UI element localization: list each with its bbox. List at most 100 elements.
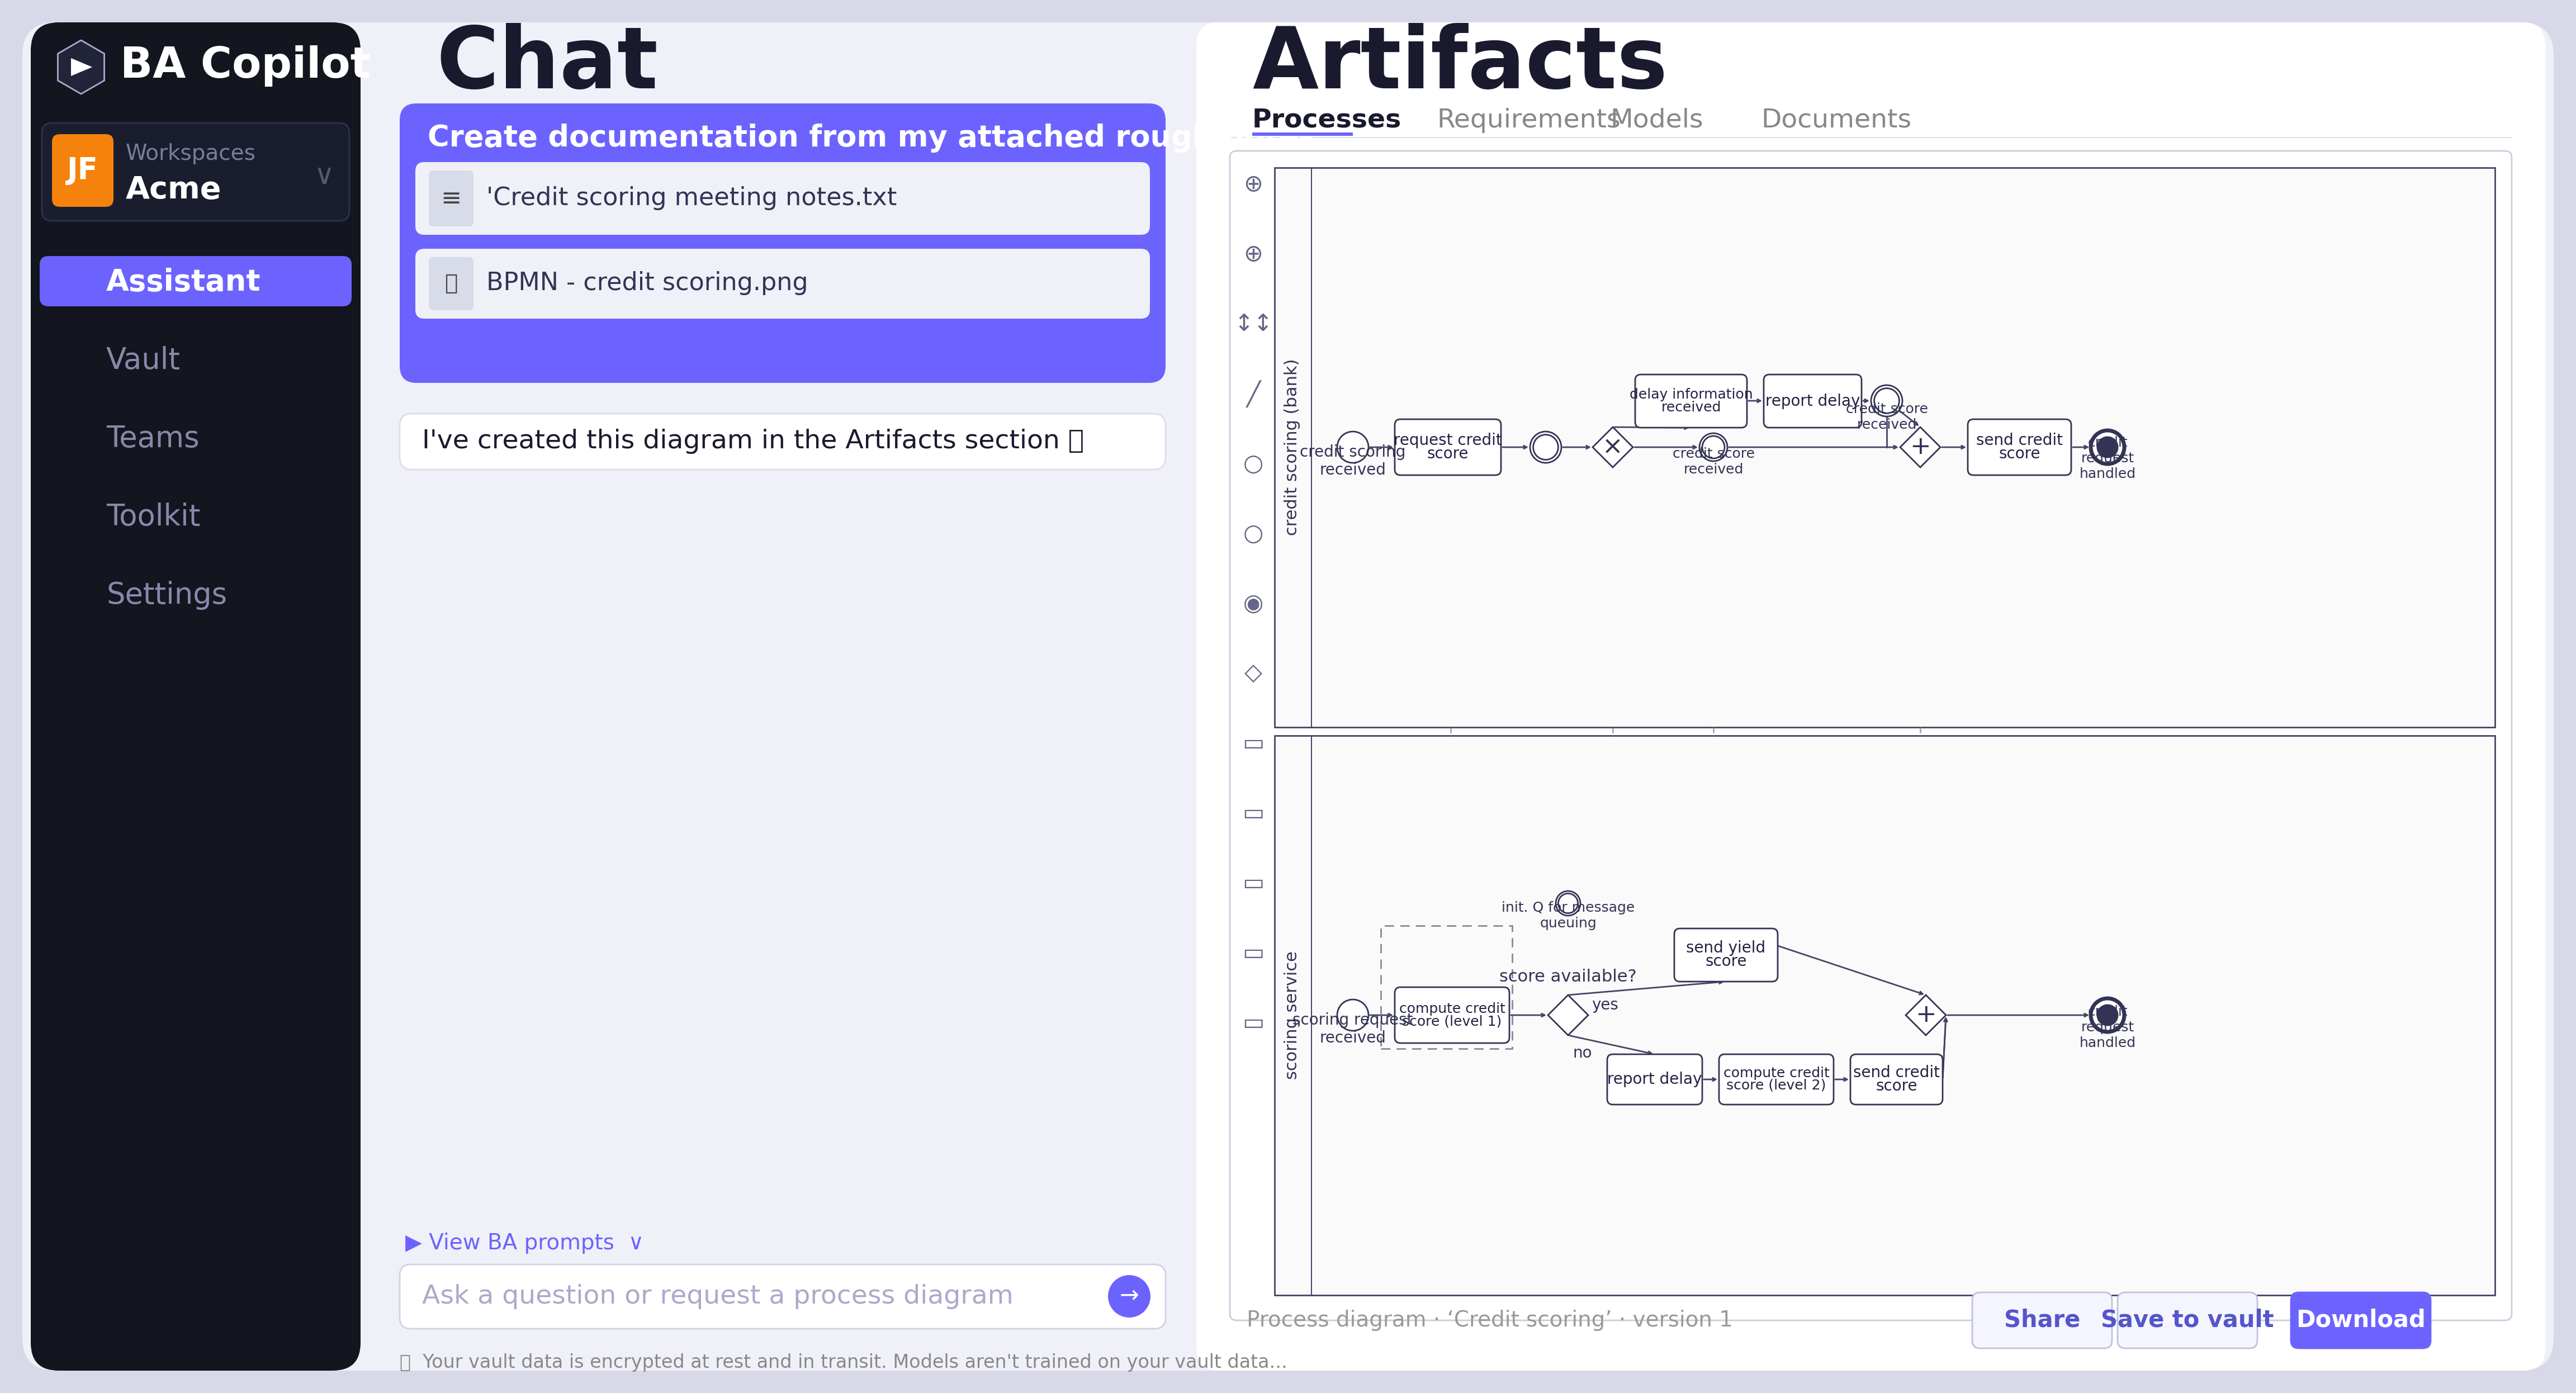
Text: Artifacts: Artifacts xyxy=(1252,22,1667,106)
Circle shape xyxy=(1556,892,1579,915)
FancyBboxPatch shape xyxy=(1674,929,1777,982)
FancyBboxPatch shape xyxy=(31,22,361,1371)
Text: Toolkit: Toolkit xyxy=(106,503,201,532)
FancyBboxPatch shape xyxy=(1968,419,2071,475)
Text: Save to vault: Save to vault xyxy=(2102,1308,2275,1332)
FancyBboxPatch shape xyxy=(1607,1055,1703,1105)
Text: JF: JF xyxy=(67,156,98,185)
Text: no: no xyxy=(1571,1045,1592,1061)
Text: init. Q for message
queuing: init. Q for message queuing xyxy=(1502,901,1636,931)
FancyBboxPatch shape xyxy=(1394,988,1510,1043)
Text: ∨: ∨ xyxy=(314,163,335,189)
Text: credit scoring (bank): credit scoring (bank) xyxy=(1285,359,1301,536)
FancyBboxPatch shape xyxy=(1195,22,2545,1371)
Text: ▭: ▭ xyxy=(1242,942,1265,965)
Text: Processes: Processes xyxy=(1252,107,1401,132)
Polygon shape xyxy=(1592,428,1633,467)
FancyBboxPatch shape xyxy=(23,22,2553,1371)
Text: Share: Share xyxy=(2004,1308,2081,1332)
Text: yes: yes xyxy=(1592,997,1618,1013)
Text: 'Credit scoring meeting notes.txt: 'Credit scoring meeting notes.txt xyxy=(487,187,896,210)
FancyBboxPatch shape xyxy=(428,170,474,227)
Polygon shape xyxy=(1548,995,1589,1035)
Text: ▭: ▭ xyxy=(1242,872,1265,894)
Text: report delay: report delay xyxy=(1765,393,1860,410)
Text: +: + xyxy=(1917,1003,1937,1027)
Text: ↕↕: ↕↕ xyxy=(1234,312,1273,336)
Polygon shape xyxy=(1901,428,1940,467)
Polygon shape xyxy=(57,40,103,93)
Text: score: score xyxy=(1705,954,1747,970)
Circle shape xyxy=(1108,1275,1151,1318)
Text: compute credit: compute credit xyxy=(1399,1003,1504,1015)
Text: 🖼: 🖼 xyxy=(446,273,459,294)
Text: ╱: ╱ xyxy=(1247,380,1260,408)
FancyBboxPatch shape xyxy=(1850,1055,1942,1105)
Text: ▶ View BA prompts  ∨: ▶ View BA prompts ∨ xyxy=(404,1233,644,1254)
FancyBboxPatch shape xyxy=(399,1265,1164,1329)
Text: Vault: Vault xyxy=(106,345,180,375)
FancyBboxPatch shape xyxy=(41,123,350,221)
Text: +: + xyxy=(1909,435,1932,460)
Circle shape xyxy=(1337,999,1368,1031)
Text: credit score
received: credit score received xyxy=(1844,403,1927,432)
FancyBboxPatch shape xyxy=(1394,419,1502,475)
Text: ○: ○ xyxy=(1244,522,1262,546)
Text: Acme: Acme xyxy=(126,176,222,205)
FancyBboxPatch shape xyxy=(1636,375,1747,428)
Text: Teams: Teams xyxy=(106,425,198,453)
Text: request credit: request credit xyxy=(1394,433,1502,449)
Text: Requirements: Requirements xyxy=(1437,107,1620,132)
FancyBboxPatch shape xyxy=(1973,1293,2112,1348)
Text: ○: ○ xyxy=(1244,453,1262,475)
Text: I've created this diagram in the Artifacts section ✨: I've created this diagram in the Artifac… xyxy=(422,429,1084,454)
FancyBboxPatch shape xyxy=(39,256,353,306)
Circle shape xyxy=(1530,432,1561,462)
Text: Chat: Chat xyxy=(435,22,657,106)
Text: score (level 2): score (level 2) xyxy=(1726,1078,1826,1092)
Circle shape xyxy=(2097,436,2117,458)
Text: score available?: score available? xyxy=(1499,970,1636,985)
Text: Ask a question or request a process diagram: Ask a question or request a process diag… xyxy=(422,1284,1012,1309)
Text: credit scoring
received: credit scoring received xyxy=(1301,444,1406,478)
FancyBboxPatch shape xyxy=(2290,1293,2432,1348)
FancyBboxPatch shape xyxy=(415,162,1149,235)
Text: credit score
received: credit score received xyxy=(1672,447,1754,476)
Text: ◇: ◇ xyxy=(1244,662,1262,685)
Text: ▭: ▭ xyxy=(1242,1011,1265,1035)
Text: compute credit: compute credit xyxy=(1723,1067,1829,1080)
Text: Assistant: Assistant xyxy=(106,267,260,297)
Text: ▭: ▭ xyxy=(1242,801,1265,825)
Text: ▭: ▭ xyxy=(1242,731,1265,755)
FancyBboxPatch shape xyxy=(23,22,2553,1371)
Text: scoring request
received: scoring request received xyxy=(1293,1013,1414,1046)
FancyBboxPatch shape xyxy=(399,414,1164,469)
Text: →: → xyxy=(1121,1283,1139,1307)
Circle shape xyxy=(1870,384,1901,417)
FancyBboxPatch shape xyxy=(52,134,113,206)
Text: 🔒  Your vault data is encrypted at rest and in transit. Models aren't trained on: 🔒 Your vault data is encrypted at rest a… xyxy=(399,1353,1288,1372)
Text: ⊕: ⊕ xyxy=(1244,173,1262,196)
Polygon shape xyxy=(1906,995,1945,1035)
Circle shape xyxy=(2097,1004,2117,1027)
Text: score (level 1): score (level 1) xyxy=(1401,1014,1502,1028)
FancyBboxPatch shape xyxy=(1765,375,1862,428)
Circle shape xyxy=(1337,432,1368,462)
Text: score: score xyxy=(1999,446,2040,461)
Text: ≡: ≡ xyxy=(440,187,461,210)
Bar xyxy=(1275,167,2496,727)
Text: Create documentation from my attached rough notes.: Create documentation from my attached ro… xyxy=(428,124,1327,153)
Text: scoring service: scoring service xyxy=(1285,951,1301,1080)
Bar xyxy=(1252,132,1352,137)
Text: ×: × xyxy=(1602,435,1623,460)
Text: ⊕: ⊕ xyxy=(1244,242,1262,266)
FancyBboxPatch shape xyxy=(415,249,1149,319)
Text: BA Copilot: BA Copilot xyxy=(121,46,371,86)
Text: Download: Download xyxy=(2295,1308,2427,1332)
Text: report delay: report delay xyxy=(1607,1071,1703,1087)
FancyBboxPatch shape xyxy=(399,103,1164,383)
Text: received: received xyxy=(1662,401,1721,414)
Text: Process diagram · ‘Credit scoring’ · version 1: Process diagram · ‘Credit scoring’ · ver… xyxy=(1247,1309,1734,1330)
Text: score: score xyxy=(1875,1078,1917,1094)
Text: credit
request
handled: credit request handled xyxy=(2079,1006,2136,1050)
